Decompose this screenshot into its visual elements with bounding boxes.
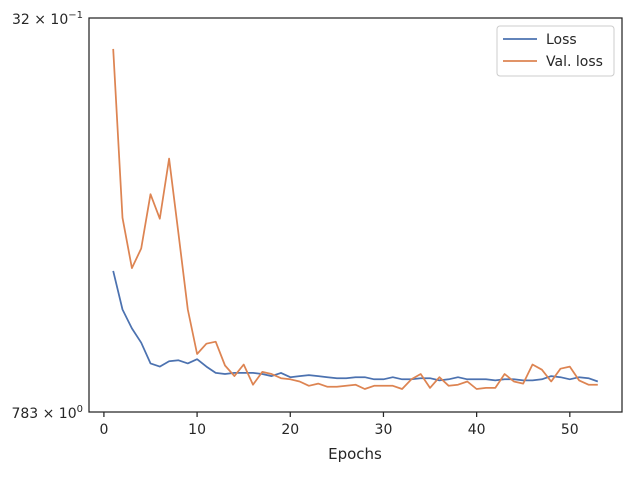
x-tick-label: 20 [281,422,299,438]
series-line-loss [112,270,599,383]
legend: Loss Val. loss [496,25,615,77]
y-tick-bottom-base: 783 × 10 [11,406,76,422]
x-tick-label: 0 [99,422,108,438]
y-tick-top-exp: −1 [68,10,83,21]
y-tick-label-bottom: 783 × 100 [11,404,83,422]
x-tick-label: 30 [375,422,393,438]
x-axis: 0 10 20 30 40 50 [99,412,579,438]
x-tick-label: 50 [561,422,579,438]
x-tick-label: 10 [188,422,206,438]
y-tick-label-top: 32 × 10−1 [12,10,83,28]
series-line-val-loss [112,48,598,390]
series-layer [112,48,599,390]
legend-label-loss: Loss [546,32,577,48]
x-axis-label: Epochs [328,445,382,463]
legend-label-val-loss: Val. loss [546,54,603,70]
y-tick-bottom-exp: 0 [77,404,83,415]
y-tick-top-base: 32 × 10 [12,12,68,28]
x-tick-label: 40 [468,422,486,438]
plot-frame [88,17,623,413]
